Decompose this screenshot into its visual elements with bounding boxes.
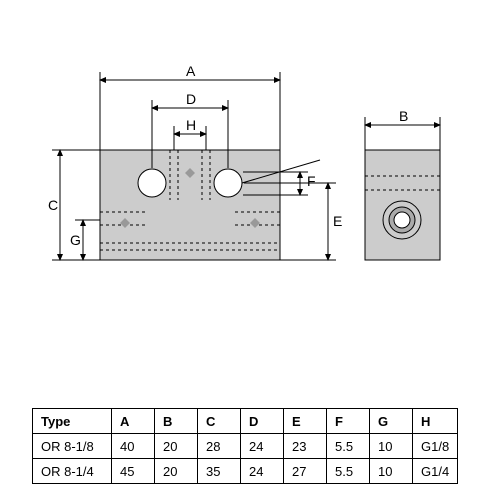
dim-label-F: F <box>307 173 316 189</box>
dim-label-E: E <box>333 213 342 229</box>
col-E: E <box>284 409 327 434</box>
col-D: D <box>241 409 284 434</box>
dim-label-D: D <box>186 91 196 107</box>
dim-label-B: B <box>399 108 408 124</box>
dimension-table: Type A B C D E F G H OR 8-1/8 40 20 28 2… <box>32 408 458 484</box>
dim-label-G: G <box>70 232 81 248</box>
table-row: OR 8-1/8 40 20 28 24 23 5.5 10 G1/8 <box>33 434 458 459</box>
right-hole <box>214 169 242 197</box>
col-F: F <box>327 409 370 434</box>
dim-label-H: H <box>186 117 196 133</box>
left-hole <box>138 169 166 197</box>
table-header-row: Type A B C D E F G H <box>33 409 458 434</box>
col-C: C <box>198 409 241 434</box>
col-B: B <box>155 409 198 434</box>
bore-inner <box>394 212 410 228</box>
engineering-drawing: A D H C G F E B <box>0 0 500 400</box>
col-G: G <box>370 409 413 434</box>
dim-label-C: C <box>48 197 58 213</box>
col-type: Type <box>33 409 112 434</box>
col-H: H <box>413 409 458 434</box>
dim-label-A: A <box>186 63 196 79</box>
col-A: A <box>112 409 155 434</box>
table-row: OR 8-1/4 45 20 35 24 27 5.5 10 G1/4 <box>33 459 458 484</box>
